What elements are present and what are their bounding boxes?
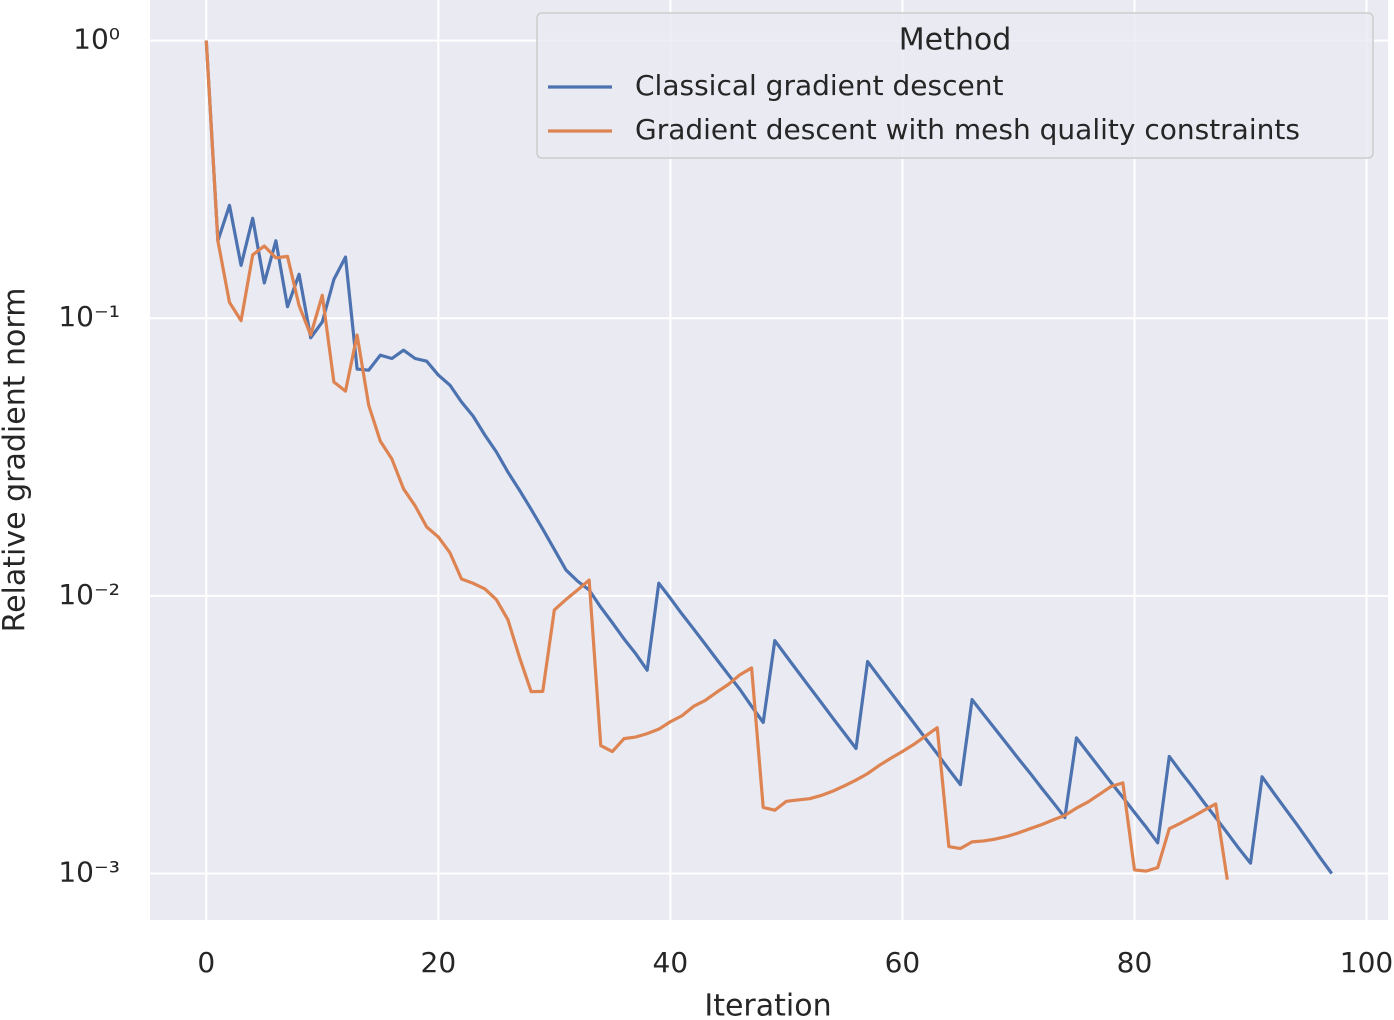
y-axis-label: Relative gradient norm [0,288,33,633]
legend-label: Classical gradient descent [635,69,1003,102]
y-tick-label: 10⁻² [58,578,120,611]
labels: 0 20 40 60 80 100 10⁰ 10⁻¹ 10⁻² 10⁻³ [58,23,1393,979]
series-line [204,40,1334,875]
y-tick-label: 10⁻¹ [58,300,120,333]
series-line [204,40,1229,880]
legend-label: Gradient descent with mesh quality const… [635,113,1300,146]
legend-title: Method [899,23,1012,58]
x-tick-label: 100 [1340,946,1393,979]
legend-box [536,12,1374,159]
y-tick-label: 10⁻³ [58,855,120,888]
x-tick-label: 80 [1117,946,1153,979]
x-axis-label: Iteration [704,989,831,1020]
lines [204,40,1334,880]
x-tick-label: 0 [197,946,215,979]
x-tick-label: 60 [885,946,921,979]
y-tick-label: 10⁰ [73,23,120,56]
x-tick-label: 40 [653,946,689,979]
x-tick-label: 20 [421,946,457,979]
legend: Method Classical gradient descent Gradien… [536,12,1374,159]
